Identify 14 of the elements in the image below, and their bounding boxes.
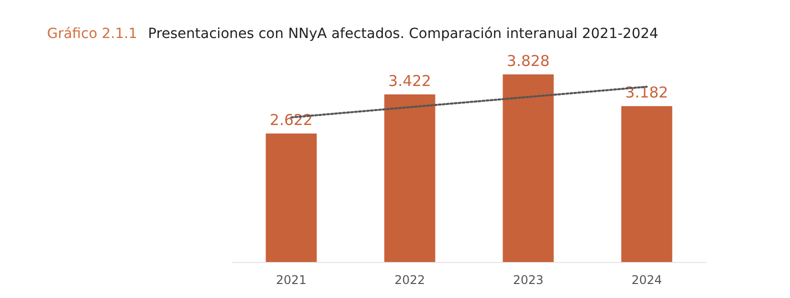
data-label: 3.182 — [625, 84, 668, 102]
bar — [621, 106, 672, 262]
x-tick-label: 2023 — [512, 273, 544, 287]
data-label: 2.622 — [270, 111, 313, 130]
x-tick-label: 2022 — [394, 273, 426, 287]
text: Gráfico 2.1.1 — [47, 26, 138, 42]
data-label: 3.828 — [506, 52, 550, 70]
bar — [502, 74, 554, 262]
data-label: 3.422 — [388, 72, 432, 90]
bar — [266, 134, 317, 262]
bar — [384, 94, 436, 262]
x-tick-label: 2024 — [631, 273, 662, 287]
x-tick-label: 2021 — [276, 273, 307, 287]
chart-subtitle: Presentaciones con NNyA afectados. Comparación interanual 2021-2024 — [148, 26, 658, 42]
